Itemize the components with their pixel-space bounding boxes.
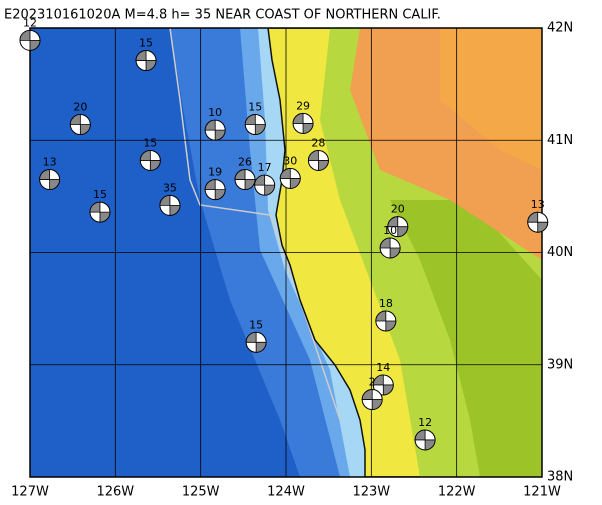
beachball-quadrant [308, 150, 329, 171]
focal-mechanism [204, 179, 226, 201]
focal-mechanism [307, 149, 329, 171]
event-label: 15 [93, 188, 107, 201]
focal-mechanism [139, 149, 161, 171]
focal-mechanism [372, 374, 394, 396]
event-label: 18 [379, 297, 393, 310]
event-label: 13 [531, 198, 545, 211]
beachball-quadrant [204, 179, 226, 201]
lon-label: 127W [11, 485, 49, 500]
focal-mechanism [69, 114, 91, 136]
focal-mechanism [379, 237, 401, 259]
event-label: 28 [311, 136, 325, 149]
event-label: 26 [238, 156, 252, 169]
lon-label: 126W [96, 485, 134, 500]
beachball-quadrant [254, 174, 276, 196]
event-label: 15 [139, 37, 153, 50]
beachball-quadrant [135, 50, 157, 71]
beachball-quadrant [279, 168, 301, 189]
beachball-quadrant [375, 310, 397, 332]
focal-mechanism [234, 169, 256, 191]
focal-mechanism [375, 310, 397, 332]
event-label: 17 [258, 161, 272, 174]
beachball-quadrant [69, 114, 91, 135]
focal-mechanism [245, 331, 267, 353]
beachball-quadrant [19, 29, 41, 51]
focal-mechanism [89, 201, 111, 223]
event-label: 19 [208, 166, 222, 179]
focal-mechanism [387, 216, 409, 238]
focal-mechanism [361, 389, 383, 411]
event-label: 15 [143, 136, 157, 149]
event-label: 20 [391, 203, 405, 216]
beachball-quadrant [414, 429, 436, 451]
focal-mechanism [19, 29, 41, 51]
event-label: 12 [418, 416, 432, 429]
beachball-quadrant [234, 169, 256, 190]
beachball-quadrant [361, 389, 383, 410]
event-label: 30 [283, 154, 297, 167]
focal-mechanism [39, 169, 61, 191]
focal-mechanism [204, 119, 226, 141]
event-label: 10 [383, 224, 397, 237]
event-label: 35 [163, 181, 177, 194]
focal-mechanism [244, 114, 266, 136]
beachball-quadrant [244, 114, 266, 135]
beachball-quadrant [89, 201, 111, 223]
event-label: 10 [208, 106, 222, 119]
beachball-quadrant [379, 237, 401, 259]
event-label: 14 [376, 361, 390, 374]
focal-mechanism [159, 194, 181, 216]
beachball-quadrant [159, 194, 181, 216]
event-label: 20 [73, 101, 87, 114]
focal-mechanism [292, 112, 314, 134]
beachball-quadrant [387, 216, 409, 238]
beachball-quadrant [204, 119, 226, 141]
lon-label: 125W [182, 485, 220, 500]
event-label: 15 [249, 318, 263, 331]
event-label: 12 [23, 16, 37, 29]
event-label: 29 [296, 99, 310, 112]
beachball-quadrant [372, 374, 394, 396]
beachball-quadrant [139, 150, 161, 171]
lat-label: 41N [547, 133, 573, 148]
lon-label: 124W [267, 485, 305, 500]
lat-label: 38N [547, 470, 573, 485]
focal-mechanism [414, 429, 436, 451]
event-label: 13 [43, 156, 57, 169]
focal-mechanism [527, 211, 549, 233]
lon-label: 122W [438, 485, 476, 500]
lon-label: 121W [523, 485, 561, 500]
event-label: 2 [369, 376, 376, 389]
lon-label: 123W [352, 485, 390, 500]
map-title: E202310161020A M=4.8 h= 35 NEAR COAST OF… [4, 8, 441, 23]
beachball-quadrant [292, 113, 314, 134]
event-label: 15 [248, 101, 262, 114]
lat-label: 40N [547, 245, 573, 260]
lat-label: 42N [547, 21, 573, 36]
focal-mechanism [135, 50, 157, 72]
focal-mechanism [279, 167, 301, 189]
lat-label: 39N [547, 357, 573, 372]
beachball-quadrant [245, 331, 267, 353]
focal-mechanism [254, 174, 276, 196]
beachball-quadrant [39, 169, 61, 190]
beachball-quadrant [527, 211, 549, 233]
